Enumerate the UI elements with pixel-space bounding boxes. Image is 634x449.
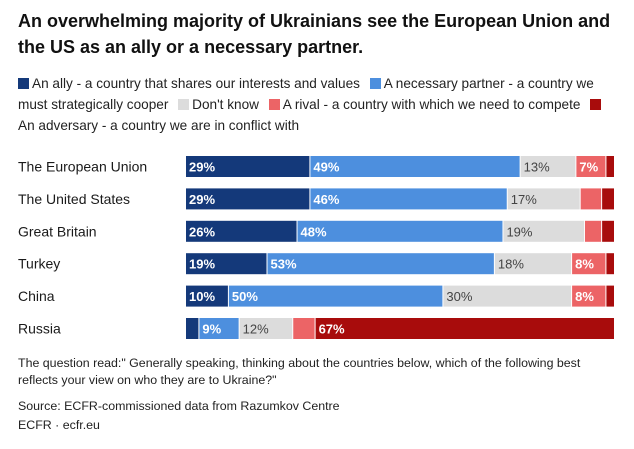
bar-russia-dont-know <box>239 318 293 339</box>
bar-the-european-union-ally <box>186 156 310 177</box>
bar-russia-ally <box>186 318 199 339</box>
bar-great-britain-adversary <box>602 220 614 242</box>
legend-label-rival: A rival - a country with which we need t… <box>282 97 581 112</box>
legend-label-adversary: An adversary - a country we are in confl… <box>18 118 300 133</box>
bar-the-united-states-partner <box>310 188 507 210</box>
legend-label-dont-know: Don't know <box>192 97 259 112</box>
data-label-russia-partner: 9% <box>202 322 221 337</box>
bar-the-united-states-ally <box>186 188 310 210</box>
legend-item-partner: A necessary partner - a country we must … <box>18 76 594 112</box>
data-label-the-united-states-dont-know: 17% <box>511 192 537 207</box>
data-label-china-rival: 8% <box>575 289 594 304</box>
data-label-china-ally: 10% <box>189 289 215 304</box>
stacked-bar-chart: The European Union 29% 49% 13% 7% The United … <box>18 156 614 339</box>
data-label-the-united-states-ally: 29% <box>189 192 215 207</box>
data-label-the-european-union-rival: 7% <box>579 160 598 175</box>
legend-item-dont-know: Don't know <box>178 97 265 112</box>
bar-china-rival <box>572 285 606 307</box>
bar-china-dont-know <box>443 285 572 307</box>
category-label-the-united-states: The United States <box>18 191 130 207</box>
bar-the-european-union-dont-know <box>520 156 576 177</box>
bar-turkey-rival <box>572 253 606 275</box>
data-label-the-european-union-ally: 29% <box>189 160 215 175</box>
bar-turkey-ally <box>186 253 267 275</box>
legend-item-rival: A rival - a country with which we need t… <box>268 97 587 112</box>
bar-the-united-states-dont-know <box>507 188 580 210</box>
data-label-turkey-rival: 8% <box>575 257 594 272</box>
bar-the-european-union-partner <box>310 156 520 177</box>
category-label-china: China <box>18 288 55 304</box>
data-label-the-european-union-dont-know: 13% <box>524 160 550 175</box>
chart-title: An overwhelming majority of Ukrainians s… <box>18 11 611 57</box>
data-label-turkey-partner: 53% <box>271 257 297 272</box>
bar-the-european-union-adversary <box>606 156 614 177</box>
bar-turkey-partner <box>267 253 494 275</box>
bar-great-britain-ally <box>186 220 297 242</box>
source-line: Source: ECFR-commissioned data from Razu… <box>18 399 340 413</box>
legend-swatch-rival <box>268 99 280 110</box>
data-label-turkey-ally: 19% <box>189 257 215 272</box>
bar-china-ally <box>186 285 228 307</box>
legend-swatch-adversary <box>590 99 602 110</box>
question-note: The question read:" Generally speaking, … <box>18 356 581 387</box>
legend-swatch-ally <box>18 78 29 89</box>
data-label-the-united-states-partner: 46% <box>313 192 339 207</box>
bar-turkey-adversary <box>606 253 614 275</box>
data-label-turkey-dont-know: 18% <box>498 257 524 272</box>
data-label-the-european-union-partner: 49% <box>313 160 339 175</box>
bar-turkey-dont-know <box>494 253 572 275</box>
category-label-great-britain: Great Britain <box>18 223 97 239</box>
bar-great-britain-partner <box>297 220 503 242</box>
credit-line: ECFR · ecfr.eu <box>18 418 100 432</box>
data-label-great-britain-ally: 26% <box>189 224 215 239</box>
bar-the-european-union-rival <box>576 156 606 177</box>
legend-item-ally: An ally - a country that shares our inte… <box>18 76 366 91</box>
category-label-the-european-union: The European Union <box>18 159 147 175</box>
legend-item-adversary: An adversary - a country we are in confl… <box>18 97 604 133</box>
data-label-china-dont-know: 30% <box>446 289 472 304</box>
bar-china-partner <box>228 285 443 307</box>
legend-swatch-dont-know <box>178 99 190 110</box>
bar-great-britain-rival <box>584 220 602 242</box>
bar-the-united-states-adversary <box>602 188 614 210</box>
category-label-russia: Russia <box>18 321 61 337</box>
bar-china-adversary <box>606 285 614 307</box>
data-label-china-partner: 50% <box>232 289 258 304</box>
legend-swatch-partner <box>369 78 381 89</box>
bar-russia-adversary <box>315 318 614 339</box>
category-label-turkey: Turkey <box>18 256 60 272</box>
legend-label-ally: An ally - a country that shares our inte… <box>32 76 360 91</box>
bar-great-britain-dont-know <box>503 220 584 242</box>
bar-russia-partner <box>199 318 239 339</box>
bar-russia-rival <box>293 318 315 339</box>
data-label-russia-adversary: 67% <box>319 322 345 337</box>
data-label-russia-dont-know: 12% <box>243 322 269 337</box>
data-label-great-britain-dont-know: 19% <box>506 224 532 239</box>
bar-the-united-states-rival <box>580 188 602 210</box>
legend-label-partner: A necessary partner - a country we must … <box>18 76 594 112</box>
legend: An ally - a country that shares our inte… <box>18 73 618 136</box>
data-label-great-britain-partner: 48% <box>301 224 327 239</box>
